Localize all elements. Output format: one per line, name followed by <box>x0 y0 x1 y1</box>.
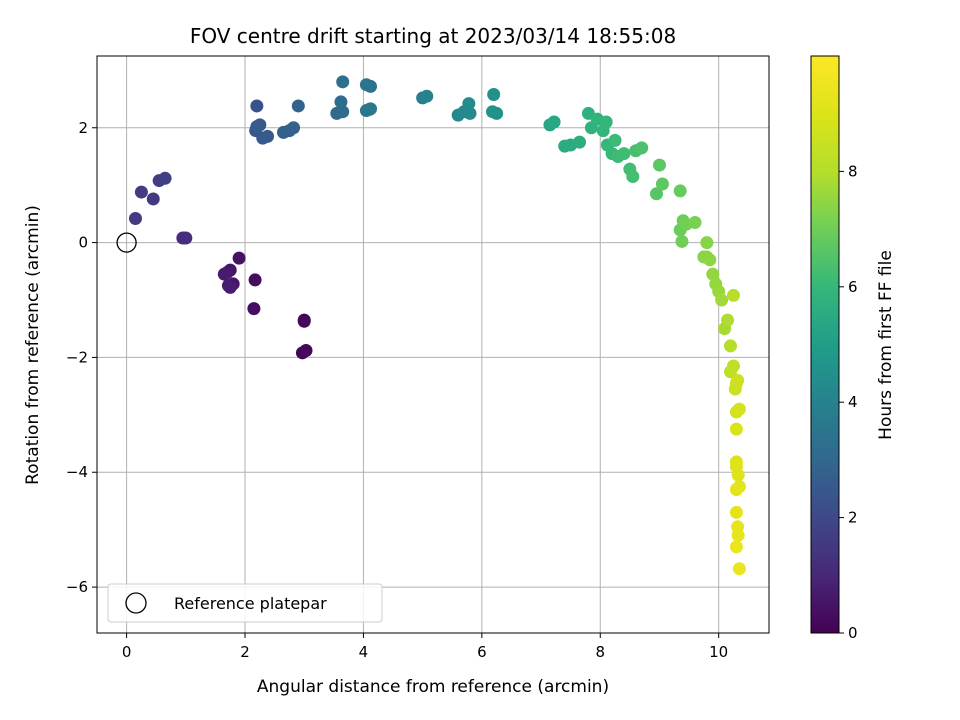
data-point <box>655 177 669 191</box>
x-tick-label: 2 <box>240 643 250 661</box>
data-point <box>688 215 702 229</box>
y-axis-label: Rotation from reference (arcmin) <box>23 205 43 485</box>
y-tick-label: −6 <box>66 578 88 596</box>
data-point <box>336 105 350 119</box>
data-point <box>364 79 378 93</box>
data-point <box>675 234 689 248</box>
data-point <box>729 540 743 554</box>
x-tick-label: 0 <box>122 643 132 661</box>
plot-frame <box>96 55 770 634</box>
data-point <box>650 187 664 201</box>
data-point <box>726 288 740 302</box>
x-tick-label: 8 <box>595 643 605 661</box>
colorbar-tick-label: 8 <box>848 162 858 180</box>
data-point <box>635 141 649 155</box>
data-point <box>706 267 720 281</box>
legend-entry-reference: Reference platepar <box>174 594 327 613</box>
colorbar-gradient <box>810 55 840 634</box>
colorbar-tick-label: 2 <box>848 509 858 527</box>
data-point <box>232 251 246 265</box>
data-point <box>724 339 738 353</box>
x-axis-label: Angular distance from reference (arcmin) <box>257 677 609 697</box>
data-point <box>596 124 610 138</box>
x-tick-label: 10 <box>709 643 728 661</box>
data-point <box>248 273 262 287</box>
data-point <box>721 313 735 327</box>
data-point <box>297 314 311 328</box>
data-points <box>128 75 746 576</box>
y-tick-label: −4 <box>66 463 88 481</box>
data-point <box>608 133 622 147</box>
y-tick-label: 2 <box>78 119 88 137</box>
data-point <box>731 468 745 482</box>
data-point <box>700 236 714 250</box>
chart-title: FOV centre drift starting at 2023/03/14 … <box>190 24 676 48</box>
data-point <box>287 121 301 135</box>
data-point <box>158 171 172 185</box>
y-tick-label: 0 <box>78 234 88 252</box>
data-point <box>128 211 142 225</box>
data-point <box>731 373 745 387</box>
data-point <box>463 106 477 120</box>
colorbar-tick-label: 6 <box>848 278 858 296</box>
legend: Reference platepar <box>107 583 383 623</box>
legend-reference-marker <box>125 592 147 614</box>
data-point <box>729 422 743 436</box>
data-point <box>261 129 275 143</box>
data-point <box>223 280 237 294</box>
data-point <box>299 344 313 358</box>
reference-platepar-marker <box>116 232 137 253</box>
data-point <box>673 184 687 198</box>
data-point <box>703 253 717 267</box>
colorbar-tick-label: 4 <box>848 393 858 411</box>
data-point <box>247 302 261 316</box>
data-point <box>146 192 160 206</box>
data-point <box>547 115 561 129</box>
data-point <box>715 293 729 307</box>
data-point <box>573 135 587 149</box>
data-point <box>731 528 745 542</box>
data-point <box>486 105 500 119</box>
colorbar-label: Hours from first FF file <box>876 250 896 440</box>
data-point <box>652 158 666 172</box>
data-point <box>462 97 476 111</box>
colorbar: 0 2 4 6 8 Hours from first FF file <box>810 55 896 642</box>
x-tick-label: 4 <box>359 643 369 661</box>
data-point <box>134 185 148 199</box>
data-point <box>336 75 350 89</box>
data-point <box>732 480 746 494</box>
data-point <box>732 562 746 576</box>
data-point <box>732 402 746 416</box>
data-point <box>291 99 305 113</box>
legend-box <box>107 583 383 623</box>
data-point <box>487 87 501 101</box>
data-point <box>420 89 434 103</box>
data-point <box>250 99 264 113</box>
data-point <box>617 147 631 161</box>
colorbar-tick-label: 0 <box>848 624 858 642</box>
data-point <box>626 170 640 184</box>
x-tick-label: 6 <box>477 643 487 661</box>
y-tick-label: −2 <box>66 348 88 366</box>
data-point <box>217 267 231 281</box>
data-point <box>334 95 348 109</box>
data-point <box>726 359 740 373</box>
colorbar-ticks: 0 2 4 6 8 <box>839 162 858 642</box>
reference-point-layer <box>116 232 137 253</box>
data-point <box>250 120 264 134</box>
grid-lines <box>97 56 769 633</box>
data-point <box>729 505 743 519</box>
axis-ticks: 0 2 4 6 8 10 −6 −4 −2 0 2 <box>66 119 728 661</box>
data-point <box>179 231 193 245</box>
data-point <box>364 102 378 116</box>
